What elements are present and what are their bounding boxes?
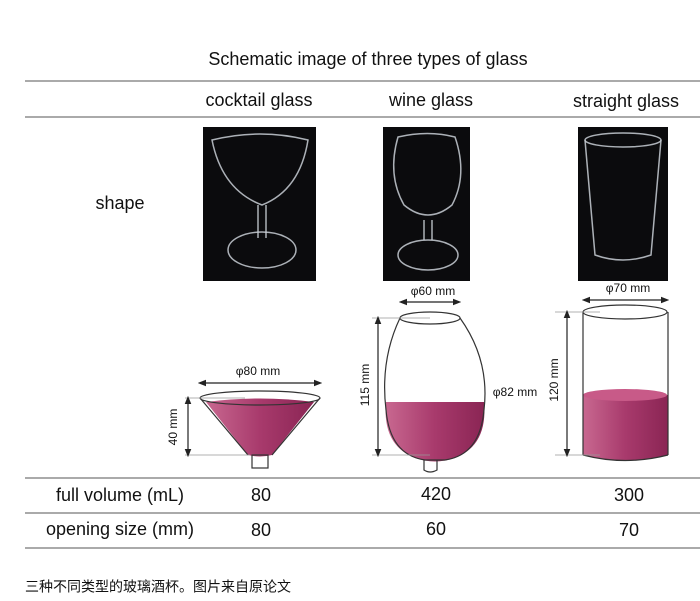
row-label: full volume (mL) [56, 485, 184, 505]
dimension-label: 40 mm [166, 409, 180, 446]
photo-straight [578, 127, 668, 281]
cell: 80 [251, 485, 271, 505]
title: Schematic image of three types of glass [208, 49, 527, 69]
cell: 60 [426, 519, 446, 539]
cell: 80 [251, 520, 271, 540]
cell: 300 [614, 485, 644, 505]
schematic-cocktail [184, 379, 323, 469]
column-header: straight glass [573, 91, 679, 111]
dimension-label: φ70 mm [606, 281, 650, 295]
column-header: cocktail glass [205, 90, 312, 110]
dimension-label: φ60 mm [411, 284, 455, 298]
schematic-wine [372, 298, 486, 473]
dimension-label: 115 mm [358, 364, 372, 406]
photo-wine [383, 127, 470, 281]
dimension-label: φ82 mm [493, 385, 537, 399]
photo-cocktail [203, 127, 316, 281]
dimension-label: φ80 mm [236, 364, 280, 378]
caption: 三种不同类型的玻璃酒杯。图片来自原论文 [25, 579, 291, 595]
row-label: opening size (mm) [46, 519, 194, 539]
schematic-straight [555, 296, 670, 462]
column-header: wine glass [388, 90, 473, 110]
dimension-label: 120 mm [547, 358, 561, 401]
cell: 420 [421, 484, 451, 504]
cell: 70 [619, 520, 639, 540]
row-label: shape [95, 193, 144, 213]
